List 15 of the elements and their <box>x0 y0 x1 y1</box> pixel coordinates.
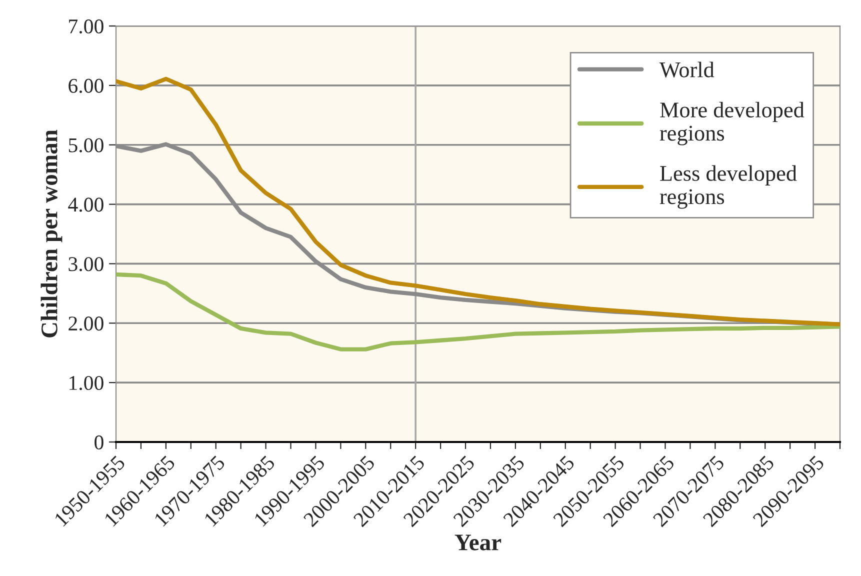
y-tick-label: 1.00 <box>70 376 104 390</box>
y-tick-label: 7.00 <box>69 19 104 34</box>
y-tick-label: 2.00 <box>68 316 104 331</box>
y-tick-label: 6.00 <box>68 78 104 93</box>
x-axis-title: Year <box>454 534 502 550</box>
y-tick-label: 0 <box>94 435 104 450</box>
y-tick-label: 4.00 <box>68 198 104 212</box>
y-tick-label: 5.00 <box>68 138 104 152</box>
line-series <box>116 76 840 326</box>
legend-label: Less developed regions <box>660 165 797 209</box>
line-series <box>116 272 840 352</box>
legend-label: More developed regions <box>660 102 804 146</box>
y-axis-title: Children per woman <box>40 130 62 338</box>
y-tick-label: 3.00 <box>68 257 104 272</box>
legend-label: World <box>659 62 714 78</box>
